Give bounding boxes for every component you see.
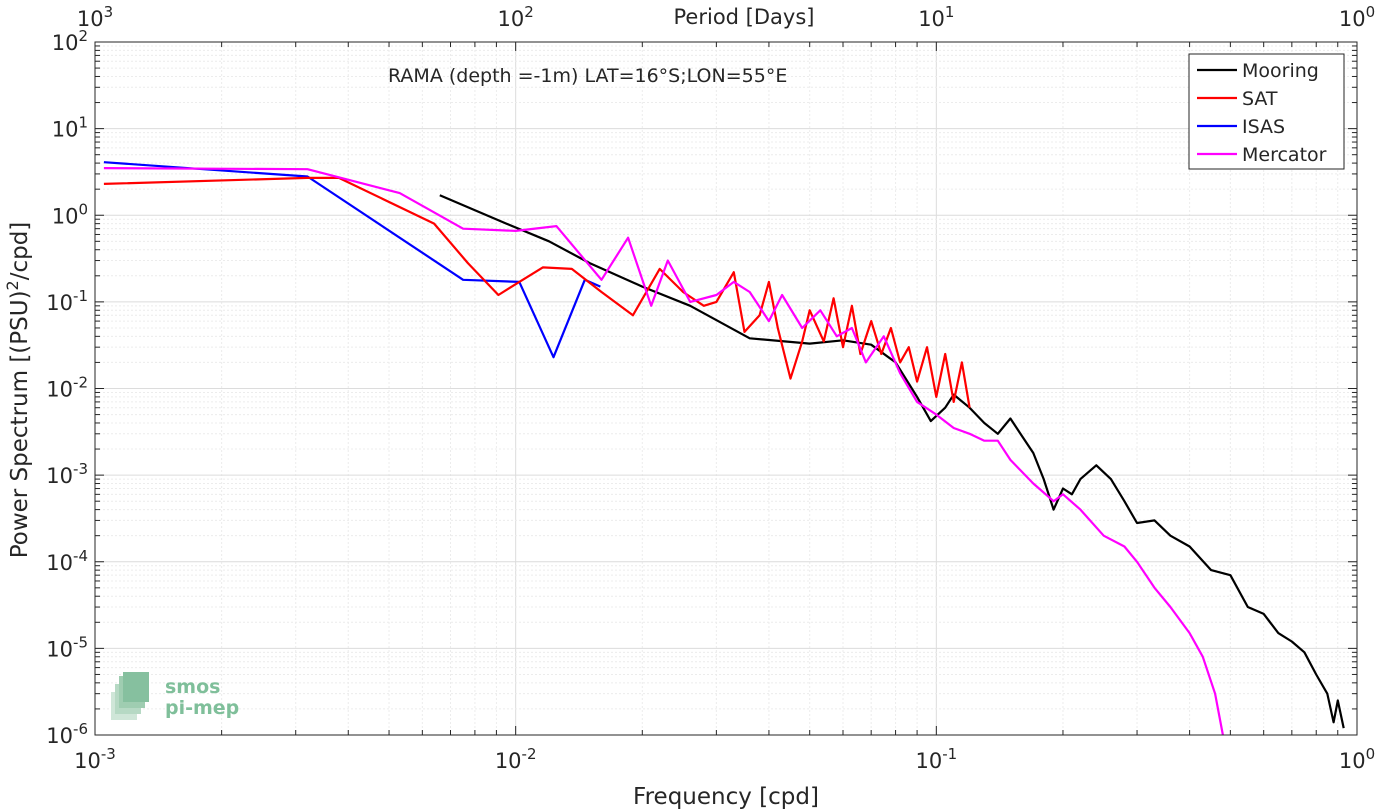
chart-title: RAMA (depth =-1m) LAT=16°S;LON=55°E — [388, 65, 787, 87]
grid-lines — [94, 42, 1357, 736]
x-tick-label: 10-2 — [495, 745, 537, 773]
y-tick-label: 10-2 — [46, 374, 88, 402]
y-axis-label: Power Spectrum [(PSU)2/cpd] — [3, 222, 33, 559]
top-tick-label: 103 — [77, 3, 113, 31]
legend-box — [1188, 53, 1345, 170]
legend: Mooring SAT ISAS Mercator — [1188, 53, 1345, 170]
y-tick-label: 10-5 — [46, 633, 88, 661]
y-tick-label: 10-4 — [46, 547, 88, 575]
top-axis-label: Period [Days] — [674, 5, 815, 29]
y-tick-label: 100 — [52, 200, 88, 228]
series-line-sat — [103, 176, 971, 408]
series-line-mercator — [103, 167, 1224, 736]
y-tick-label: 10-3 — [46, 460, 88, 488]
y-tick-label: 101 — [52, 114, 88, 142]
series-line-mooring — [439, 194, 1345, 729]
legend-label-isas: ISAS — [1242, 116, 1285, 138]
y-tick-label: 102 — [52, 27, 88, 55]
legend-label-sat: SAT — [1242, 88, 1278, 110]
x-axis-label: Frequency [cpd] — [633, 784, 819, 809]
y-tick-label: 10-1 — [46, 287, 88, 315]
legend-label-mercator: Mercator — [1242, 144, 1327, 166]
top-tick-label: 100 — [1339, 3, 1375, 31]
legend-label-mooring: Mooring — [1242, 60, 1319, 82]
top-tick-label: 101 — [918, 3, 954, 31]
tick-marks — [94, 41, 1358, 736]
x-tick-labels: 10-3 10-2 10-1 100 — [74, 745, 1375, 773]
smos-pi-mep-logo: smos pi-mep — [111, 672, 239, 720]
series-layer — [103, 161, 1345, 736]
top-tick-labels: 103 102 101 100 — [77, 3, 1375, 31]
y-tick-label: 10-6 — [46, 720, 88, 748]
x-tick-label: 100 — [1339, 745, 1375, 773]
top-tick-label: 102 — [498, 3, 534, 31]
x-tick-label: 10-3 — [74, 745, 116, 773]
logo-line2: pi-mep — [165, 697, 239, 719]
y-tick-labels: 102 101 100 10-1 10-2 10-3 10-4 10-5 10-6 — [46, 27, 88, 748]
logo-line1: smos — [165, 676, 220, 698]
x-tick-label: 10-1 — [915, 745, 957, 773]
